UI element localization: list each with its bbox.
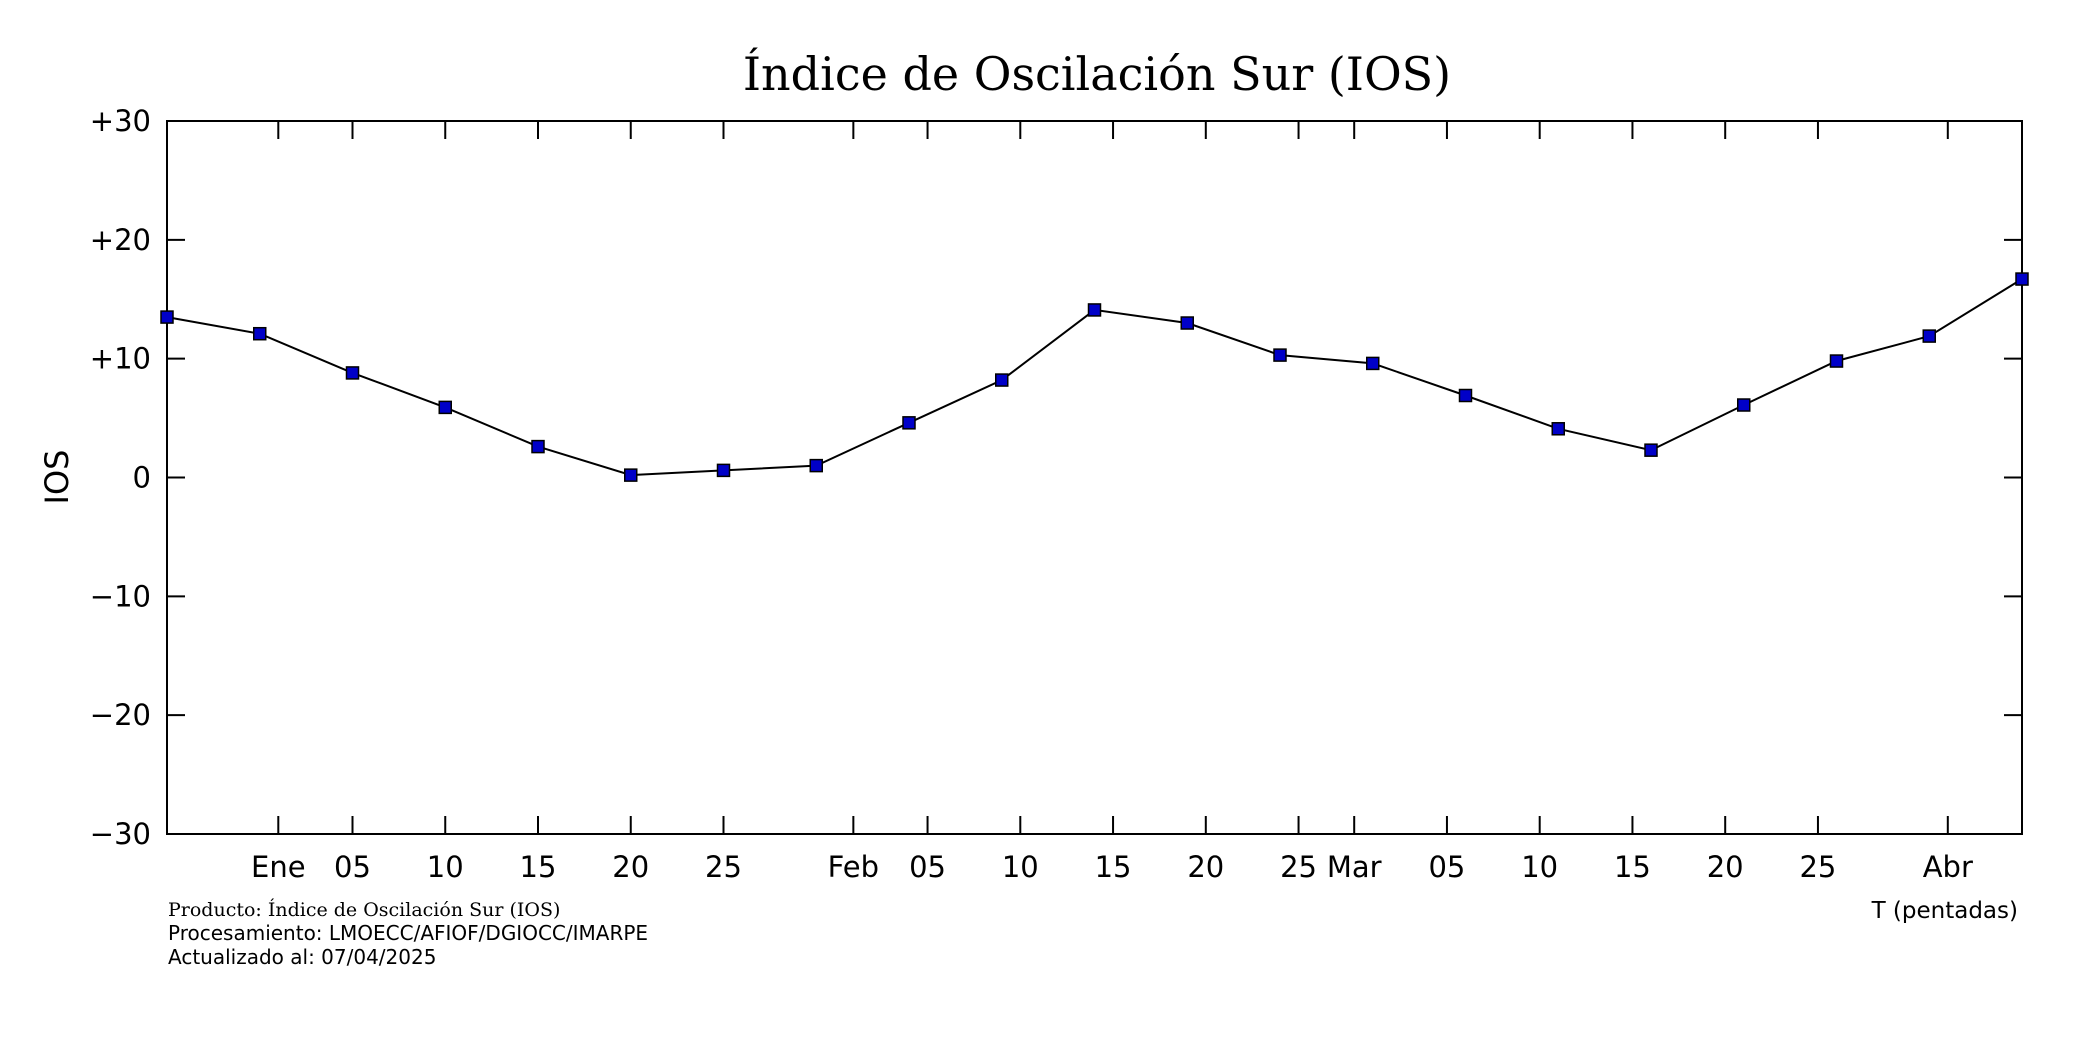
x-tick-label: 25 <box>1280 850 1317 884</box>
data-point <box>531 439 545 454</box>
x-tick-label: 05 <box>334 850 371 884</box>
plot-frame <box>166 120 2023 835</box>
data-point <box>1644 443 1658 457</box>
x-tick-label: 05 <box>909 850 946 884</box>
x-tick-label: 15 <box>520 850 557 884</box>
data-point <box>345 366 360 380</box>
x-tick-label: 20 <box>1187 850 1224 884</box>
y-tick-label: +20 <box>90 223 151 257</box>
y-tick-label: −30 <box>90 817 151 851</box>
x-tick-label: 05 <box>1428 850 1465 884</box>
x-tick-label: 10 <box>1521 850 1558 884</box>
y-tick-label: +10 <box>90 342 151 376</box>
data-point <box>2015 272 2029 286</box>
x-tick-label: 20 <box>612 850 649 884</box>
x-tick-label: Feb <box>828 850 879 884</box>
footer-actualizado: Actualizado al: 07/04/2025 <box>168 945 436 969</box>
y-tick-label: 0 <box>133 461 151 495</box>
y-axis: +30 +20 +10 0 −10 −20 −30 <box>90 104 2022 851</box>
x-tick-label: 20 <box>1707 850 1744 884</box>
data-point <box>1922 329 1936 343</box>
y-axis-label: IOS <box>38 450 76 505</box>
footer-procesamiento: Procesamiento: LMOECC/AFIOF/DGIOCC/IMARP… <box>168 921 648 945</box>
x-axis-label: T (pentadas) <box>1871 898 2018 924</box>
x-axis: Ene 05 10 15 20 25 Feb 05 10 15 20 25 Mar 05 10 15 20 25 A… <box>251 121 1973 884</box>
data-point <box>1366 356 1380 371</box>
x-tick-label: 25 <box>1799 850 1836 884</box>
data-point <box>160 310 174 324</box>
data-point <box>1180 316 1194 330</box>
data-point <box>1087 303 1102 317</box>
footer-producto: Producto: Índice de Oscilación Sur (IOS) <box>168 898 560 921</box>
x-tick-label: 25 <box>705 850 742 884</box>
ios-series <box>160 272 2029 482</box>
chart-title: Índice de Oscilación Sur (IOS) <box>743 46 1451 101</box>
data-point <box>902 416 916 430</box>
data-point <box>1829 354 1844 368</box>
x-tick-label: Mar <box>1327 850 1382 884</box>
y-tick-label: +30 <box>90 104 151 138</box>
x-tick-label: 10 <box>1002 850 1039 884</box>
data-point <box>253 326 267 341</box>
x-tick-label: Ene <box>251 850 306 884</box>
x-tick-label: Abr <box>1923 850 1973 884</box>
data-point <box>1273 348 1287 362</box>
y-tick-label: −10 <box>90 579 151 613</box>
y-tick-label: −20 <box>90 698 151 732</box>
x-tick-label: 15 <box>1614 850 1651 884</box>
x-tick-label: 15 <box>1095 850 1132 884</box>
data-point <box>809 458 823 473</box>
data-point <box>624 468 638 482</box>
data-point <box>716 463 731 478</box>
data-point <box>1458 388 1473 403</box>
x-tick-label: 10 <box>427 850 464 884</box>
data-point <box>995 373 1009 387</box>
data-point <box>438 400 452 415</box>
data-point <box>1551 422 1565 436</box>
data-point <box>1737 398 1751 412</box>
